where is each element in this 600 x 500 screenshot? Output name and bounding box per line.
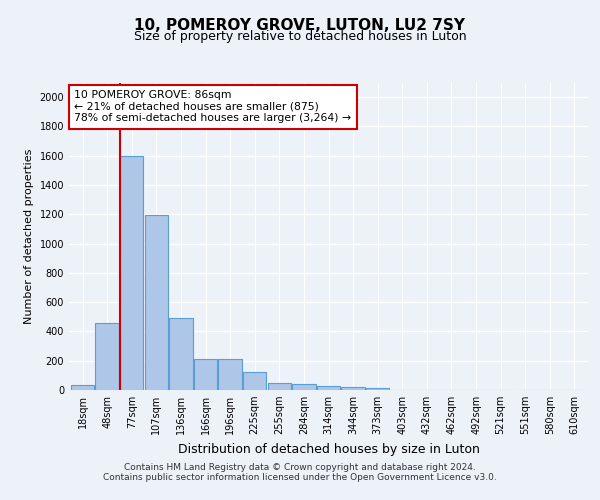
Bar [169,318,193,390]
Bar [71,385,94,390]
Bar [317,386,340,390]
Y-axis label: Number of detached properties: Number of detached properties [24,148,34,324]
Text: 10, POMEROY GROVE, LUTON, LU2 7SY: 10, POMEROY GROVE, LUTON, LU2 7SY [134,18,466,32]
Bar [95,324,119,390]
Bar [243,372,266,390]
Text: Size of property relative to detached houses in Luton: Size of property relative to detached ho… [134,30,466,43]
Text: 10 POMEROY GROVE: 86sqm
← 21% of detached houses are smaller (875)
78% of semi-d: 10 POMEROY GROVE: 86sqm ← 21% of detache… [74,90,352,124]
Bar [268,384,291,390]
Text: Contains HM Land Registry data © Crown copyright and database right 2024.: Contains HM Land Registry data © Crown c… [124,462,476,471]
Bar [194,359,217,390]
Text: Contains public sector information licensed under the Open Government Licence v3: Contains public sector information licen… [103,474,497,482]
Bar [120,156,143,390]
Bar [366,388,389,390]
Bar [341,387,365,390]
Bar [145,215,168,390]
Bar [218,359,242,390]
X-axis label: Distribution of detached houses by size in Luton: Distribution of detached houses by size … [178,442,479,456]
Bar [292,384,316,390]
